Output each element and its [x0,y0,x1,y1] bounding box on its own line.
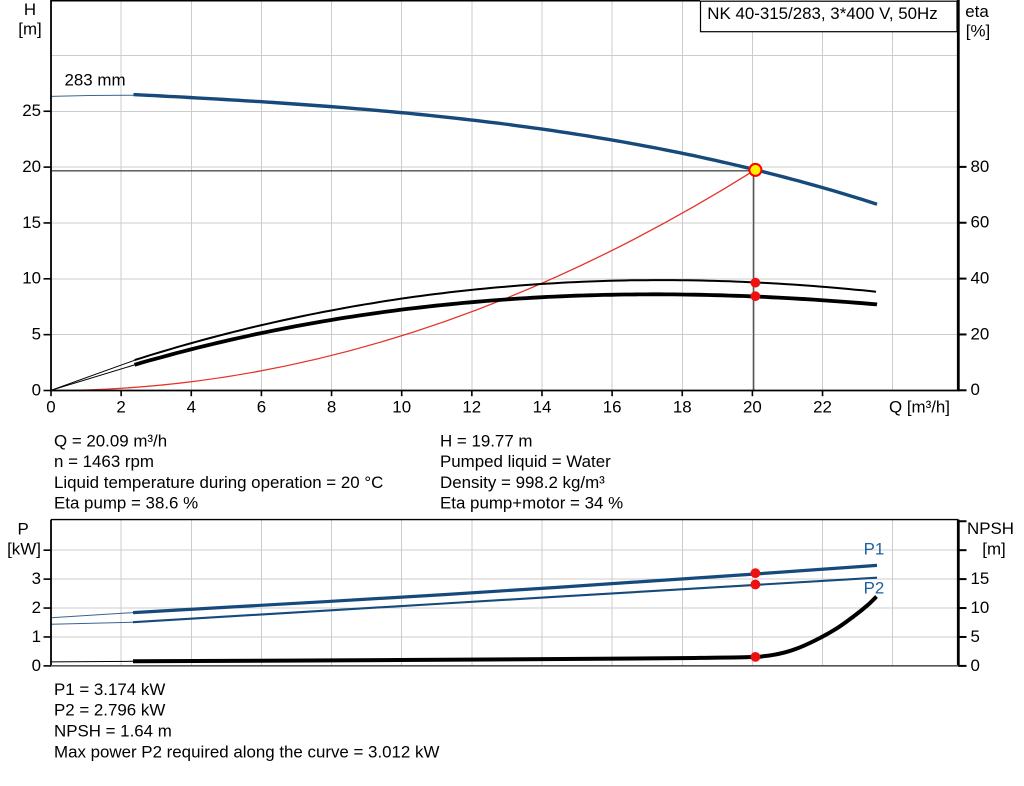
svg-text:Liquid temperature during oper: Liquid temperature during operation = 20… [54,473,383,492]
svg-text:10: 10 [392,397,411,416]
svg-text:6: 6 [257,397,266,416]
svg-text:2: 2 [32,598,41,617]
svg-text:5: 5 [971,627,980,646]
svg-text:0: 0 [971,380,980,399]
svg-text:15: 15 [971,569,990,588]
svg-text:20: 20 [743,397,762,416]
svg-text:283 mm: 283 mm [65,71,126,90]
svg-text:NPSH = 1.64 m: NPSH = 1.64 m [54,722,172,741]
svg-text:P2 = 2.796 kW: P2 = 2.796 kW [54,701,165,720]
svg-text:n = 1463 rpm: n = 1463 rpm [54,452,154,471]
svg-text:[kW]: [kW] [7,540,41,559]
svg-text:[m]: [m] [982,540,1005,559]
svg-text:80: 80 [971,157,990,176]
svg-text:18: 18 [673,397,692,416]
svg-text:2: 2 [116,397,125,416]
svg-text:P2: P2 [864,579,885,598]
svg-text:3: 3 [32,569,41,588]
svg-text:Density = 998.2 kg/m³: Density = 998.2 kg/m³ [440,473,605,492]
svg-text:[%]: [%] [966,21,990,40]
svg-text:Max power P2 required along th: Max power P2 required along the curve = … [54,743,439,762]
svg-text:eta: eta [965,2,989,21]
svg-text:NPSH: NPSH [967,519,1014,538]
svg-text:0: 0 [32,656,41,675]
svg-text:0: 0 [46,397,55,416]
svg-text:1: 1 [32,627,41,646]
svg-text:Eta pump = 38.6 %: Eta pump = 38.6 % [54,494,198,513]
svg-text:5: 5 [32,325,41,344]
svg-text:20: 20 [971,324,990,343]
svg-text:12: 12 [462,397,481,416]
svg-text:10: 10 [971,598,990,617]
svg-text:[m]: [m] [18,19,41,38]
svg-text:P1: P1 [864,540,885,559]
svg-text:22: 22 [813,397,832,416]
svg-text:Q = 20.09 m³/h: Q = 20.09 m³/h [54,431,167,450]
svg-text:Pumped liquid = Water: Pumped liquid = Water [440,452,611,471]
svg-text:16: 16 [603,397,622,416]
svg-text:Eta pump+motor = 34 %: Eta pump+motor = 34 % [440,494,623,513]
svg-text:20: 20 [22,157,41,176]
svg-text:P1 = 3.174 kW: P1 = 3.174 kW [54,680,165,699]
svg-text:0: 0 [971,656,980,675]
svg-text:60: 60 [971,213,990,232]
svg-text:14: 14 [533,397,552,416]
svg-text:25: 25 [22,101,41,120]
svg-text:4: 4 [187,397,196,416]
svg-text:P: P [18,520,29,539]
svg-text:15: 15 [22,213,41,232]
svg-text:H = 19.77 m: H = 19.77 m [440,431,532,450]
svg-text:0: 0 [32,380,41,399]
svg-text:8: 8 [327,397,336,416]
svg-text:10: 10 [22,269,41,288]
svg-text:NK 40-315/283, 3*400 V, 50Hz: NK 40-315/283, 3*400 V, 50Hz [707,4,937,23]
svg-text:H: H [24,0,36,19]
svg-text:Q [m³/h]: Q [m³/h] [889,397,950,416]
svg-text:40: 40 [971,269,990,288]
